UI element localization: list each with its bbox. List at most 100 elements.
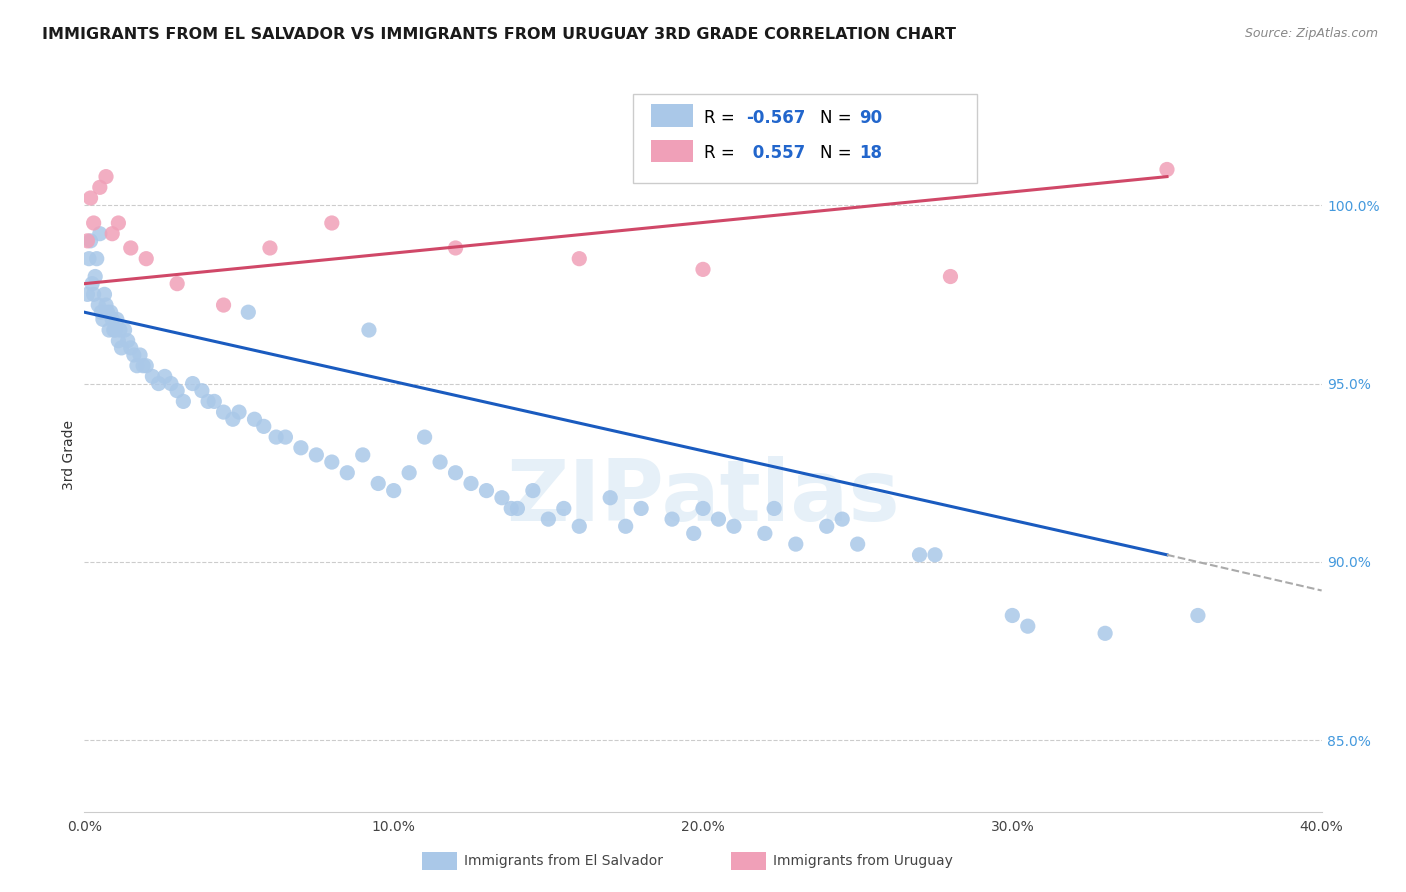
Point (114, 323, 136, 337)
Point (172, 394, 194, 409)
Point (108, 323, 131, 337)
Point (444, 241, 467, 255)
Point (129, 348, 152, 362)
Point (125, 359, 148, 373)
Point (831, 512, 853, 526)
Point (93, 287, 115, 301)
Point (398, 466, 420, 480)
Point (135, 359, 157, 373)
Point (166, 384, 188, 398)
Point (90, 305, 112, 319)
Text: 18: 18 (859, 145, 882, 162)
Point (120, 341, 142, 355)
Point (707, 512, 730, 526)
Point (197, 394, 219, 409)
Text: Source: ZipAtlas.com: Source: ZipAtlas.com (1244, 27, 1378, 40)
Point (321, 455, 343, 469)
Point (76, 287, 98, 301)
Point (568, 252, 591, 266)
Point (98, 323, 121, 337)
Y-axis label: 3rd Grade: 3rd Grade (62, 420, 76, 490)
Point (630, 501, 652, 516)
Point (132, 359, 155, 373)
Point (202, 394, 225, 409)
Point (599, 491, 621, 505)
Point (79, 191, 101, 205)
Point (166, 277, 188, 291)
Point (222, 412, 245, 426)
Point (153, 369, 176, 384)
Point (692, 501, 714, 516)
Point (243, 412, 266, 426)
Point (924, 548, 946, 562)
Point (763, 501, 786, 516)
Point (84, 269, 107, 284)
Point (785, 537, 807, 551)
Text: R =: R = (704, 145, 741, 162)
Point (475, 483, 498, 498)
Point (1017, 619, 1039, 633)
Point (274, 430, 297, 444)
Text: R =: R = (704, 109, 741, 127)
Point (382, 483, 405, 498)
Point (107, 334, 129, 348)
Point (305, 448, 328, 462)
Point (682, 526, 704, 541)
Point (91, 312, 114, 326)
Point (86, 252, 108, 266)
Point (336, 466, 359, 480)
Text: N =: N = (820, 145, 856, 162)
Point (77, 252, 100, 266)
Point (100, 305, 122, 319)
Point (228, 405, 250, 419)
Point (501, 501, 523, 516)
Point (460, 476, 482, 491)
Text: Immigrants from El Salvador: Immigrants from El Salvador (464, 854, 664, 868)
Point (253, 419, 276, 434)
Point (939, 269, 962, 284)
Point (148, 376, 170, 391)
Point (491, 491, 513, 505)
Point (117, 334, 139, 348)
Text: 0.557: 0.557 (747, 145, 804, 162)
Point (105, 312, 128, 326)
Point (238, 305, 260, 319)
Point (537, 512, 560, 526)
Point (122, 348, 145, 362)
Point (89, 180, 111, 194)
Text: ZIPatlas: ZIPatlas (506, 456, 900, 540)
Text: IMMIGRANTS FROM EL SALVADOR VS IMMIGRANTS FROM URUGUAY 3RD GRADE CORRELATION CHA: IMMIGRANTS FROM EL SALVADOR VS IMMIGRANT… (42, 27, 956, 42)
Point (553, 501, 575, 516)
Point (429, 455, 451, 469)
Point (815, 519, 838, 533)
Point (212, 298, 235, 312)
Point (692, 262, 714, 277)
Point (212, 405, 235, 419)
Point (120, 241, 142, 255)
Point (444, 466, 467, 480)
Point (352, 448, 374, 462)
Point (79, 234, 101, 248)
Point (135, 252, 157, 266)
Point (110, 341, 132, 355)
Point (754, 526, 776, 541)
Point (367, 476, 389, 491)
Point (76, 234, 98, 248)
Point (413, 430, 436, 444)
Point (1001, 608, 1024, 623)
Point (87, 298, 110, 312)
Point (103, 323, 125, 337)
Point (107, 216, 129, 230)
Point (1187, 608, 1209, 623)
Point (97, 305, 120, 319)
Point (101, 312, 124, 326)
Point (357, 323, 380, 337)
Point (191, 384, 214, 398)
Point (1094, 626, 1116, 640)
Point (101, 227, 124, 241)
Point (94, 298, 117, 312)
Point (846, 537, 869, 551)
Point (94, 169, 117, 184)
Point (264, 430, 287, 444)
Point (181, 376, 204, 391)
